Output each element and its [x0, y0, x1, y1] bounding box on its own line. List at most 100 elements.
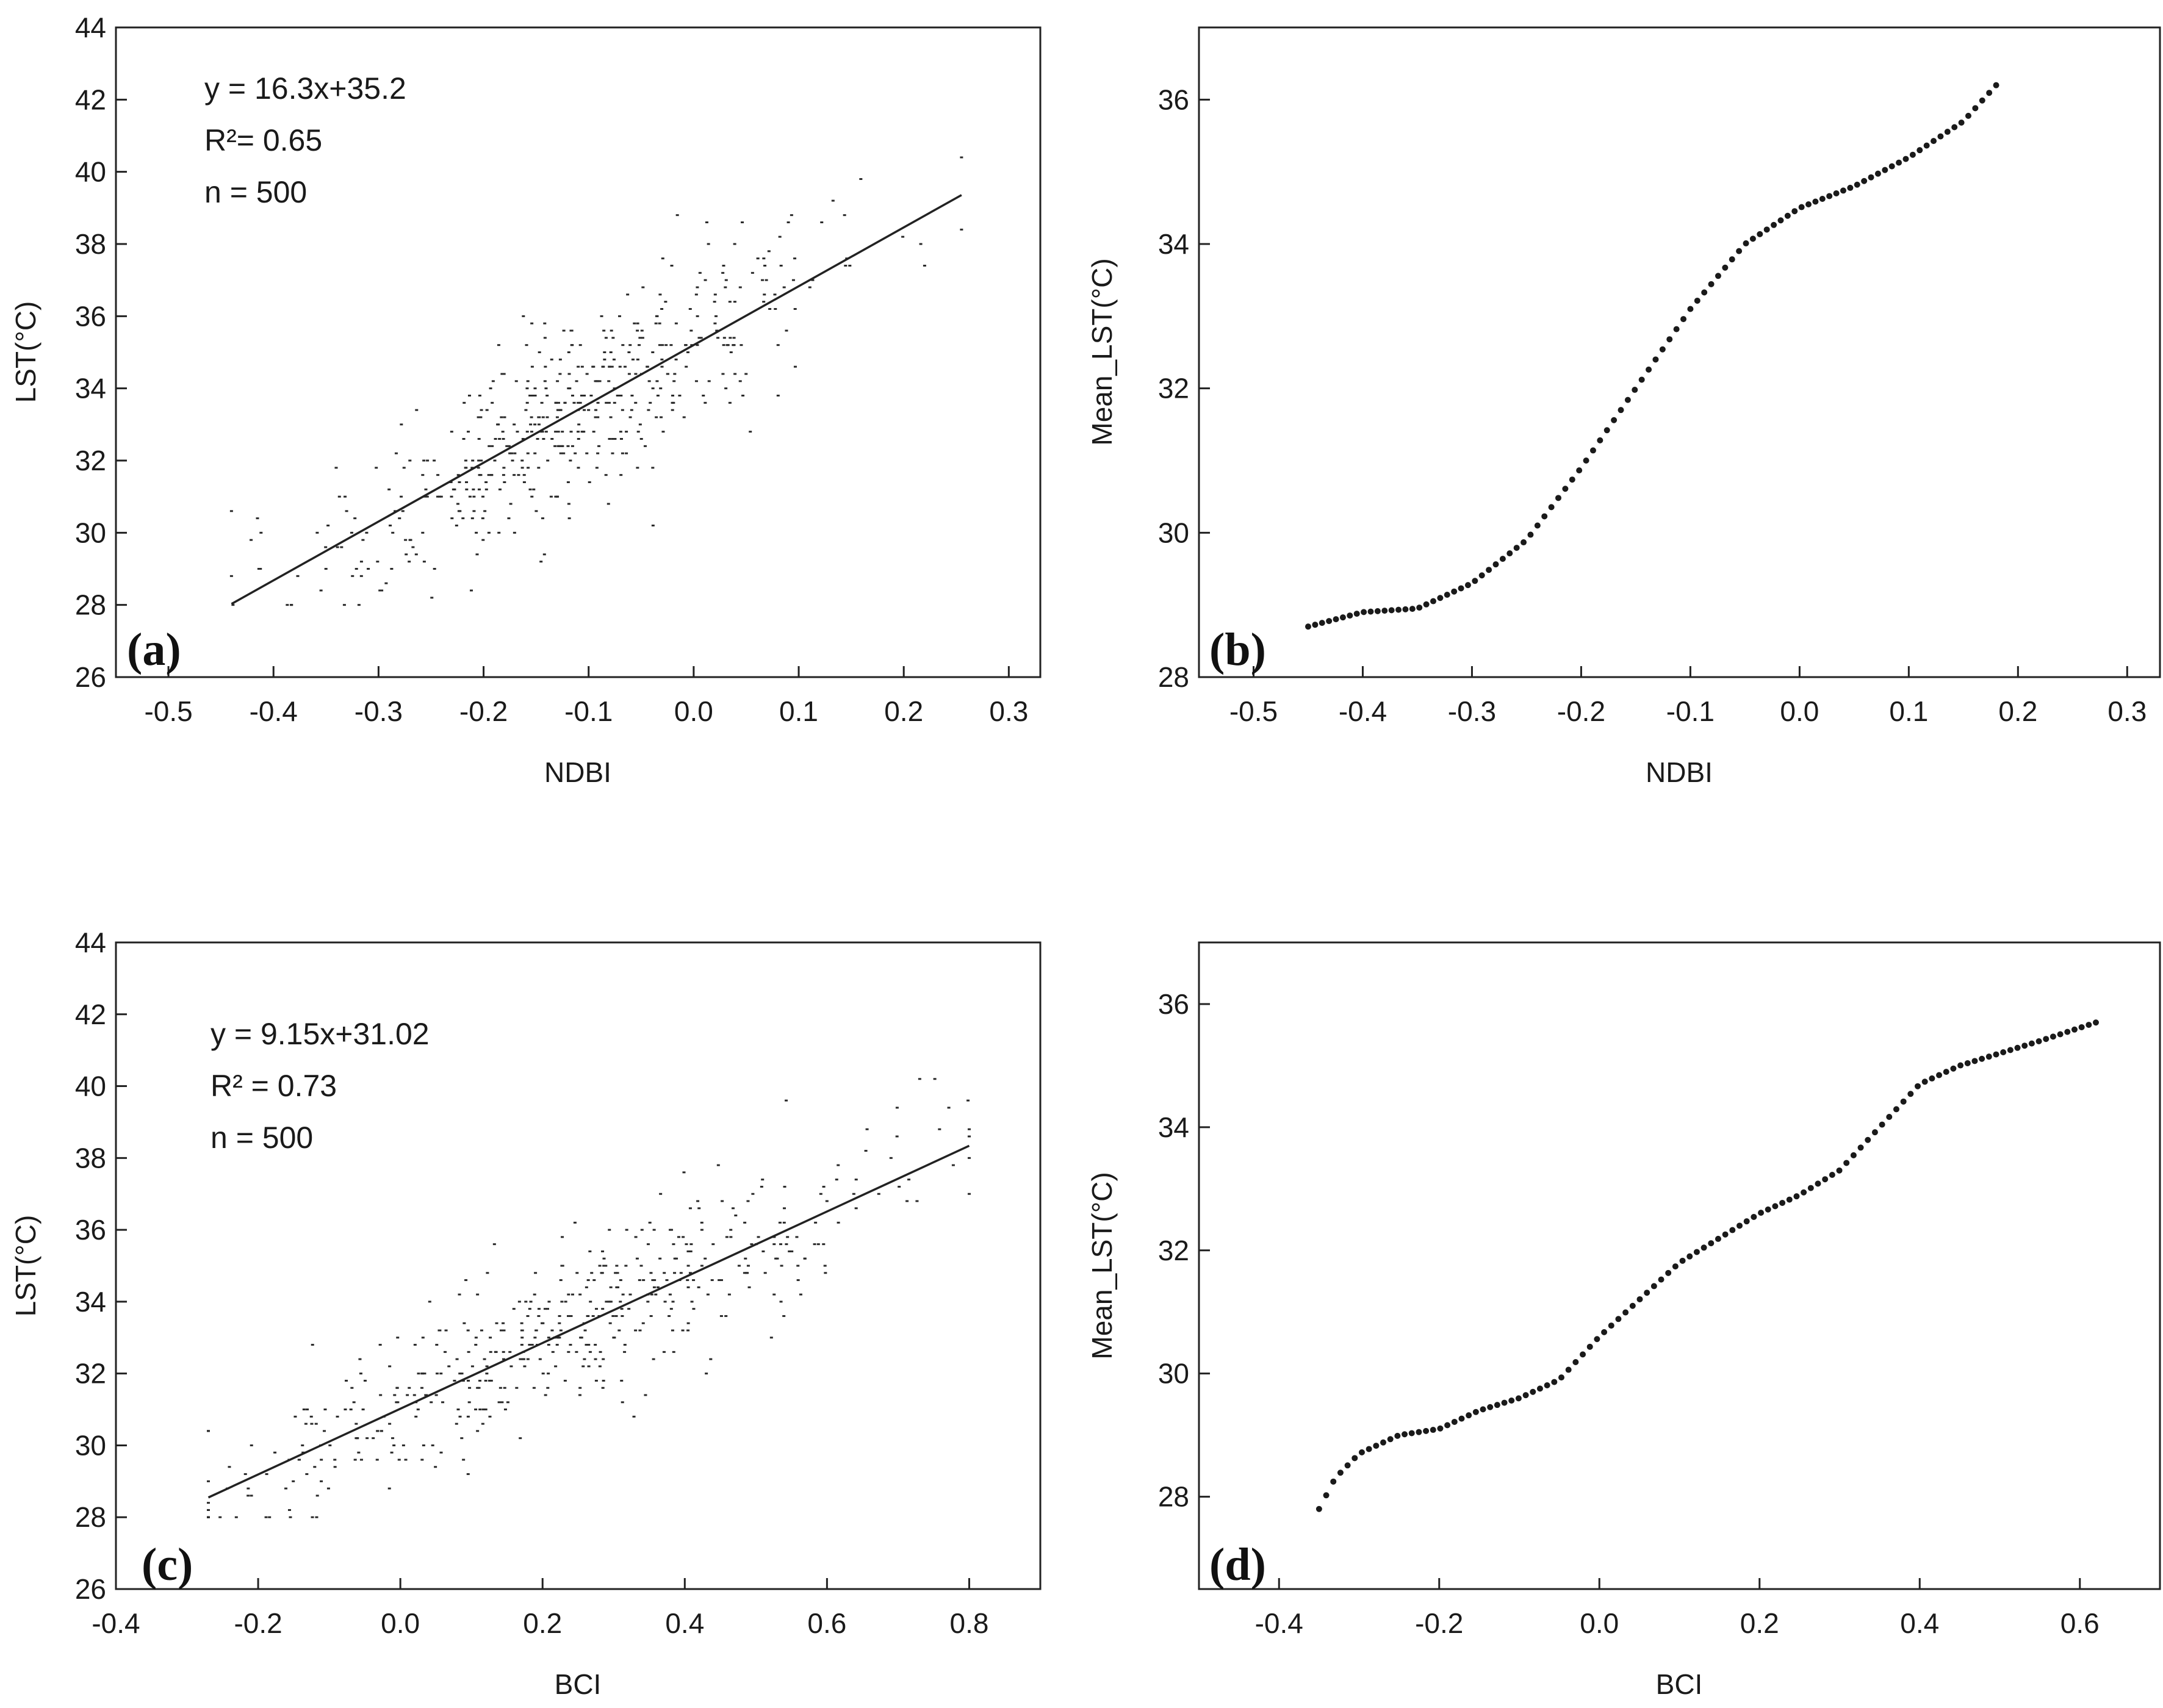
scatter-point-a-164 — [820, 221, 824, 223]
scatter-point-a-479 — [507, 517, 511, 520]
scatter-point-a-394 — [638, 337, 642, 339]
mean-point-b-9 — [1367, 608, 1374, 615]
scatter-point-c-138 — [591, 1315, 595, 1317]
scatter-point-c-211 — [483, 1358, 486, 1360]
scatter-point-c-244 — [649, 1315, 653, 1317]
mean-point-d-104 — [2057, 1031, 2064, 1038]
x-tick-label-a-1: -0.4 — [250, 695, 298, 727]
scatter-point-c-277 — [393, 1394, 397, 1396]
scatter-point-a-115 — [376, 561, 380, 563]
mean-point-b-90 — [1931, 138, 1937, 145]
scatter-point-a-217 — [661, 431, 665, 433]
mean-point-d-65 — [1779, 1199, 1786, 1206]
scatter-point-c-4 — [686, 1250, 690, 1252]
scatter-point-c-226 — [786, 1236, 790, 1238]
fit-line-group-c — [207, 1144, 970, 1499]
mean-point-d-16 — [1430, 1427, 1436, 1434]
mean-point-d-106 — [2071, 1026, 2078, 1033]
mean-point-d-41 — [1608, 1322, 1614, 1329]
y-tick-label-a-8: 42 — [75, 84, 106, 115]
scatter-point-c-33 — [632, 1415, 636, 1418]
scatter-point-a-331 — [674, 322, 678, 325]
scatter-point-c-17 — [453, 1379, 456, 1382]
mean-point-b-39 — [1576, 467, 1583, 474]
scatter-point-c-459 — [744, 1257, 747, 1260]
x-tick-label-b-6: 0.1 — [1889, 695, 1928, 727]
scatter-point-c-408 — [485, 1365, 489, 1368]
scatter-point-a-216 — [430, 597, 434, 599]
scatter-point-a-369 — [560, 445, 564, 447]
scatter-point-c-274 — [581, 1365, 585, 1368]
mean-point-d-47 — [1650, 1283, 1657, 1290]
mean-point-b-99 — [1993, 82, 1999, 88]
scatter-point-a-2 — [587, 409, 591, 411]
x-axis-title-c: BCI — [555, 1668, 602, 1700]
scatter-point-a-443 — [793, 257, 797, 260]
scatter-point-a-421 — [541, 416, 545, 418]
mean-point-d-105 — [2064, 1028, 2071, 1035]
scatter-point-a-53 — [421, 531, 425, 534]
y-tick-label-c-4: 34 — [75, 1286, 106, 1318]
scatter-point-a-306 — [502, 438, 505, 440]
scatter-point-a-472 — [365, 531, 369, 534]
scatter-point-c-416 — [769, 1337, 773, 1339]
scatter-point-a-206 — [707, 380, 711, 382]
mean-point-d-82 — [1900, 1098, 1907, 1105]
x-axis-title-d: BCI — [1656, 1668, 1703, 1700]
y-axis-title-c: LST(°C) — [10, 1215, 41, 1317]
scatter-point-a-442 — [697, 337, 701, 339]
scatter-point-c-37 — [313, 1466, 317, 1468]
x-tick-label-a-3: -0.2 — [459, 695, 508, 727]
scatter-point-a-348 — [627, 373, 631, 375]
x-tick-label-c-3: 0.2 — [523, 1607, 562, 1639]
scatter-point-c-299 — [521, 1358, 525, 1360]
scatter-point-a-86 — [530, 416, 533, 418]
mean-point-b-75 — [1826, 193, 1833, 199]
mean-point-d-57 — [1722, 1231, 1729, 1238]
scatter-point-c-154 — [533, 1293, 536, 1296]
y-tick-label-a-1: 28 — [75, 589, 106, 621]
scatter-point-c-488 — [704, 1257, 707, 1260]
scatter-point-a-411 — [696, 315, 699, 317]
scatter-point-a-358 — [400, 495, 403, 498]
scatter-point-c-328 — [614, 1272, 617, 1274]
scatter-point-c-93 — [624, 1265, 628, 1267]
scatter-point-a-334 — [367, 568, 370, 570]
scatter-point-a-259 — [577, 423, 581, 426]
scatter-points-a — [229, 156, 963, 606]
scatter-point-a-157 — [714, 315, 718, 317]
scatter-point-c-355 — [646, 1301, 650, 1303]
scatter-point-c-422 — [359, 1459, 363, 1461]
scatter-point-c-85 — [311, 1344, 314, 1346]
scatter-point-a-112 — [491, 380, 495, 382]
scatter-point-a-51 — [634, 401, 638, 404]
scatter-point-a-337 — [421, 474, 425, 476]
x-tick-label-d-1: -0.2 — [1415, 1607, 1463, 1639]
scatter-point-a-110 — [740, 344, 743, 346]
scatter-point-c-281 — [668, 1229, 672, 1231]
scatter-point-c-251 — [558, 1322, 561, 1324]
scatter-point-c-443 — [292, 1480, 295, 1482]
scatter-point-a-420 — [469, 589, 473, 592]
scatter-point-c-216 — [711, 1243, 715, 1246]
scatter-point-a-374 — [520, 467, 524, 469]
scatter-point-c-311 — [414, 1415, 418, 1418]
scatter-point-a-312 — [481, 517, 484, 520]
scatter-point-c-378 — [423, 1372, 426, 1375]
scatter-point-a-361 — [539, 561, 543, 563]
scatter-point-a-249 — [530, 322, 534, 325]
scatter-point-c-457 — [746, 1265, 750, 1267]
scatter-point-c-60 — [526, 1358, 530, 1360]
panel-letter-c: c — [157, 1539, 178, 1590]
scatter-point-a-158 — [342, 604, 346, 606]
scatter-point-c-323 — [494, 1351, 497, 1353]
scatter-point-c-35 — [785, 1243, 788, 1246]
scatter-point-c-46 — [541, 1322, 545, 1324]
scatter-point-c-407 — [864, 1150, 868, 1152]
mean-point-d-29 — [1522, 1392, 1529, 1399]
scatter-point-c-268 — [528, 1308, 531, 1310]
scatter-point-a-466 — [785, 329, 788, 332]
mean-point-d-95 — [1993, 1051, 1999, 1058]
mean-point-b-64 — [1749, 235, 1756, 242]
scatter-point-c-303 — [665, 1279, 669, 1282]
